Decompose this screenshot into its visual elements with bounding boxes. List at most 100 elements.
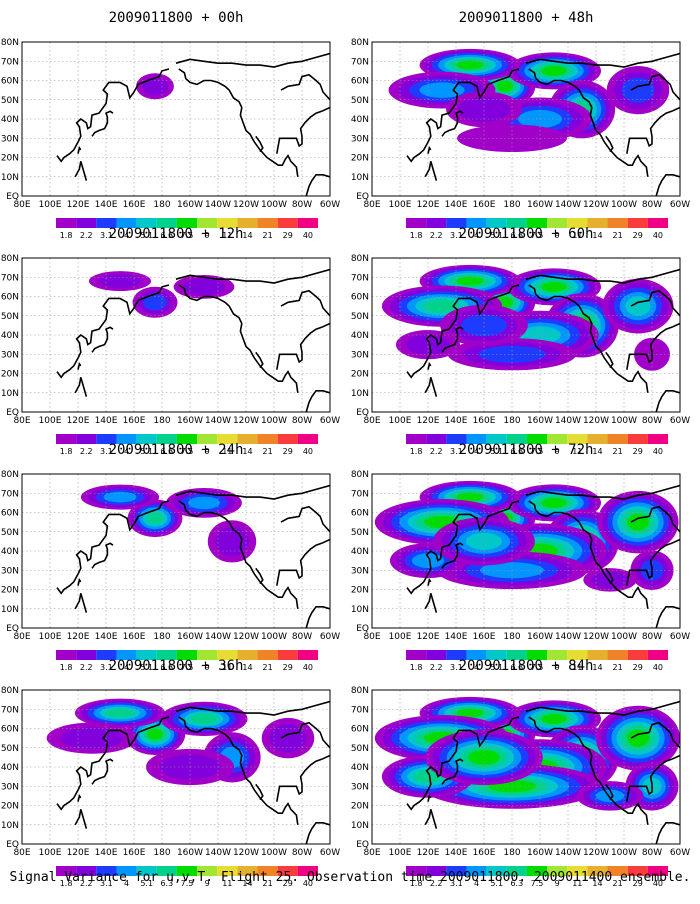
variance-contour [190,713,218,725]
y-tick-label: 80N [351,38,369,48]
x-tick-label: 140E [445,848,468,858]
map-panel: 80E 100E 120E 140E 160E 180 160W 140W 120W 100W 80… [351,470,690,672]
colorbar-label: 14 [592,231,602,240]
colorbar-swatch [197,866,218,876]
x-tick-label: 140E [445,416,468,426]
y-tick-label: 10N [351,821,369,831]
colorbar-swatch [526,650,548,660]
colorbar-label: 9 [205,231,210,240]
colorbar-label: 21 [263,663,273,672]
colorbar-label: 21 [263,447,273,456]
y-tick-label: 40N [1,547,19,557]
y-tick-label: 70N [1,705,19,715]
colorbar-label: 40 [653,447,663,456]
colorbar-swatch [257,218,278,228]
x-tick-label: 120E [417,416,440,426]
colorbar-label: 2.2 [80,663,93,672]
colorbar-swatch [56,434,77,444]
y-tick-label: 10N [351,173,369,183]
colorbar-label: 9 [555,447,560,456]
coastline [441,110,464,137]
x-tick-label: 120E [417,848,440,858]
x-tick-label: 120E [67,632,90,642]
y-tick-label: 20N [351,370,369,380]
y-tick-label: 80N [1,686,19,696]
colorbar-label: 7.5 [531,879,544,888]
y-tick-label: 80N [1,470,19,480]
coastline [528,284,649,393]
y-tick-label: 80N [351,254,369,264]
x-tick-label: 80W [642,632,662,642]
coastline [276,538,330,586]
colorbar-swatch [176,650,198,660]
colorbar-swatch [96,434,117,444]
colorbar-label: 9 [205,663,210,672]
colorbar-swatch [156,434,177,444]
y-tick-label: 20N [1,802,19,812]
colorbar-label: 1.8 [60,231,73,240]
y-tick-label: 60N [351,77,369,87]
colorbar-label: 6.3 [510,879,523,888]
colorbar-label: 29 [283,231,293,240]
colorbar-swatch [297,434,318,444]
x-tick-label: 160E [473,200,496,210]
colorbar-label: 4 [124,447,129,456]
colorbar-swatch [567,650,588,660]
variance-contour [146,512,164,525]
colorbar-label: 4 [474,231,479,240]
y-tick-label: 40N [1,115,19,125]
coastline [255,783,264,801]
variance-contour [595,789,625,803]
coastline [178,284,299,393]
x-tick-label: 80W [642,200,662,210]
x-tick-label: 160W [177,632,203,642]
colorbar-swatch [136,650,157,660]
colorbar-label: 6.3 [160,231,173,240]
colorbar-label: 14 [592,879,602,888]
x-tick-label: 160W [527,632,553,642]
coastline [441,758,464,785]
coastline [74,161,88,181]
colorbar-swatch [297,218,318,228]
x-tick-label: 120W [233,848,259,858]
x-tick-label: 120W [233,632,259,642]
variance-contour [541,713,567,724]
colorbar-swatch [486,650,507,660]
colorbar-swatch [587,218,608,228]
coastline [77,578,82,586]
x-tick-label: 80E [13,848,30,858]
variance-contour [541,281,567,292]
colorbar-label: 14 [592,447,602,456]
colorbar-swatch [277,866,298,876]
coastline [424,809,438,829]
variance-contour [103,491,137,503]
y-tick-label: 30N [1,566,19,576]
x-tick-label: 160W [177,200,203,210]
colorbar-label: 11 [222,231,232,240]
colorbar-label: 40 [303,879,313,888]
colorbar-swatch [627,434,648,444]
y-tick-label: 30N [351,134,369,144]
colorbar-swatch [237,218,258,228]
colorbar-swatch [116,218,137,228]
colorbar-swatch [547,650,568,660]
y-tick-label: 50N [351,312,369,322]
y-tick-label: 20N [1,370,19,380]
colorbar-swatch [237,650,258,660]
colorbar-swatch [406,866,427,876]
x-tick-label: 180 [503,416,520,426]
coastline [655,606,680,628]
coastline [441,542,464,569]
x-tick-label: 100E [39,848,62,858]
panel-title: 2009011800 + 12h [108,226,244,242]
colorbar-swatch [197,218,218,228]
coastline [280,73,330,101]
y-tick-label: 40N [1,763,19,773]
colorbar-label: 11 [222,879,232,888]
colorbar-swatch [217,650,238,660]
colorbar-swatch [466,434,487,444]
coastline [528,68,649,177]
y-tick-label: 80N [1,38,19,48]
coastline [77,794,82,802]
